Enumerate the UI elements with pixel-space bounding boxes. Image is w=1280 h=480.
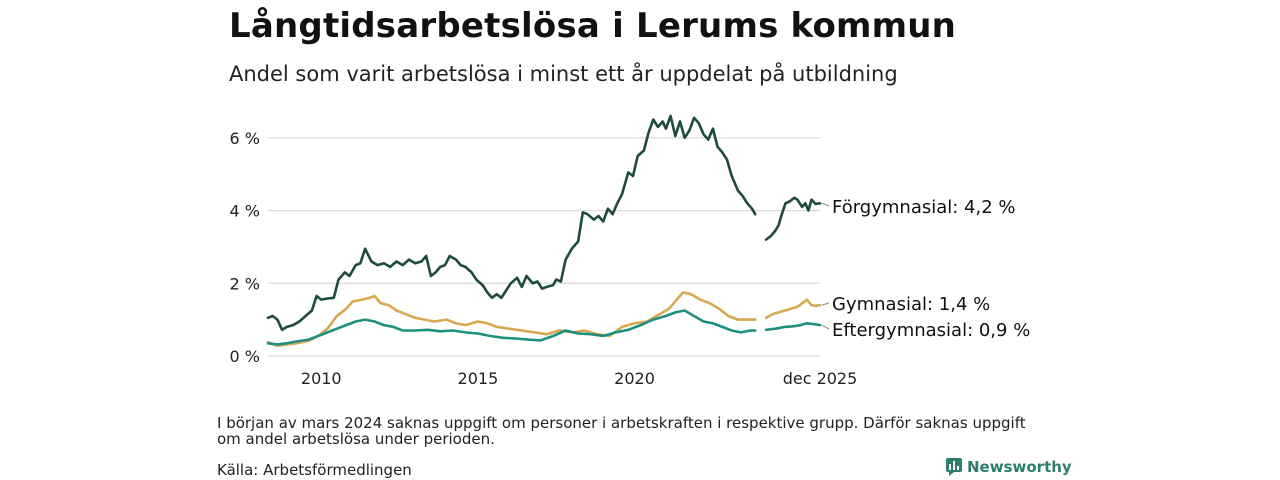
series-label-förgymnasial: Förgymnasial: 4,2 % (832, 197, 1016, 218)
series-label-eftergymnasial: Eftergymnasial: 0,9 % (832, 320, 1030, 341)
y-tick-label: 6 % (230, 129, 260, 148)
series-label-gymnasial: Gymnasial: 1,4 % (832, 294, 990, 315)
footnote: I början av mars 2024 saknas uppgift om … (217, 414, 1026, 448)
series-line-gymnasial (764, 298, 822, 320)
brand-name: Newsworthy (967, 458, 1072, 476)
newsworthy-icon (946, 458, 962, 476)
source-text: Källa: Arbetsförmedlingen (217, 461, 412, 479)
label-connector-gymnasial (821, 302, 830, 306)
series-lines (266, 114, 822, 348)
series-line-eftergymnasial (266, 309, 757, 346)
line-chart: 0 % 2 % 4 % 6 % 2010 2015 2020 dec 2025 Förgym… (230, 114, 1030, 388)
newsworthy-logo[interactable]: Newsworthy (946, 458, 1072, 476)
x-tick-label: 2015 (458, 369, 499, 388)
y-tick-label: 4 % (230, 202, 260, 221)
label-connector-eftergymnasial (821, 324, 830, 330)
y-axis-ticks: 0 % 2 % 4 % 6 % (230, 129, 260, 366)
series-line-förgymnasial (266, 114, 757, 332)
x-tick-label: 2010 (301, 369, 342, 388)
x-tick-label: dec 2025 (783, 369, 858, 388)
chart-title: Långtidsarbetslösa i Lerums kommun (229, 6, 957, 46)
series-line-gymnasial (266, 291, 757, 348)
x-tick-label: 2020 (614, 369, 655, 388)
series-line-eftergymnasial (764, 322, 822, 332)
label-connector-förgymnasial (821, 202, 830, 207)
x-axis-ticks: 2010 2015 2020 dec 2025 (301, 369, 857, 388)
series-end-labels: Förgymnasial: 4,2 % Gymnasial: 1,4 % Efter… (821, 197, 1030, 341)
series-line-förgymnasial (764, 196, 822, 241)
grid-lines (268, 137, 820, 357)
chart-subtitle: Andel som varit arbetslösa i minst ett å… (229, 62, 898, 86)
y-tick-label: 0 % (230, 347, 260, 366)
y-tick-label: 2 % (230, 274, 260, 293)
